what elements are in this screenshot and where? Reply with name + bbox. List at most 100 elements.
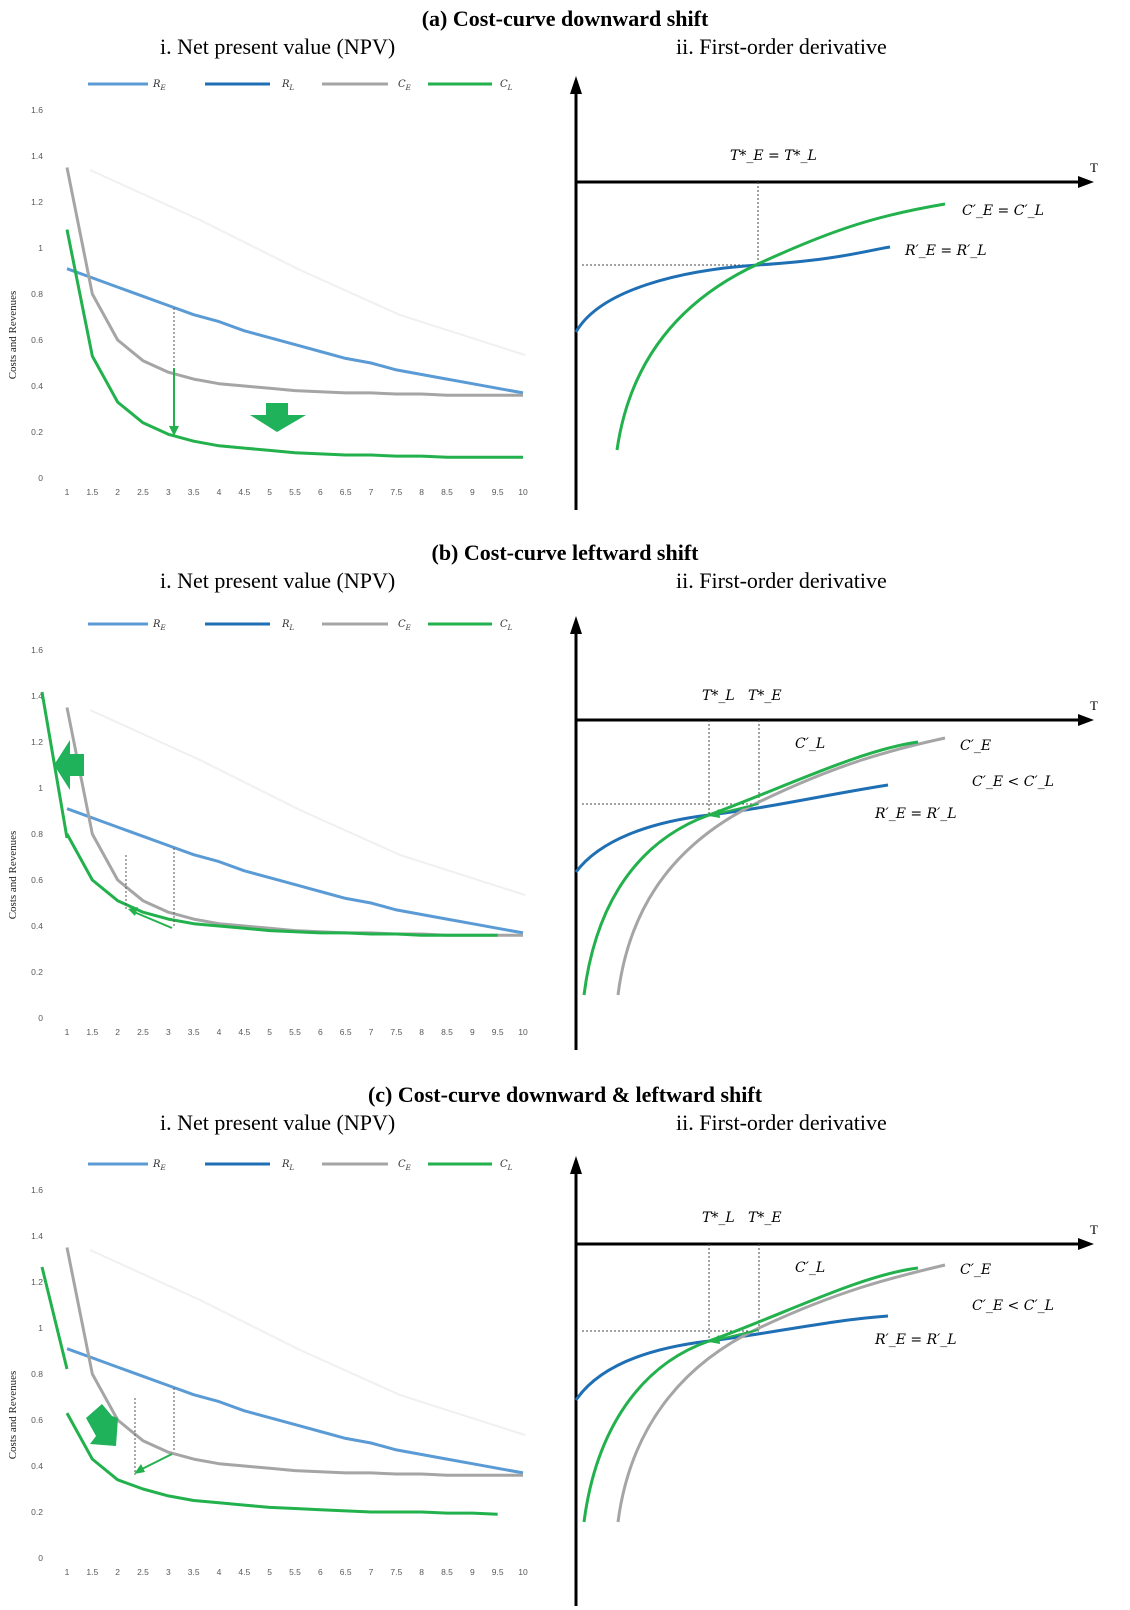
cost-late-label: C′_L [795,736,825,752]
x-axis-arrow [1078,176,1094,188]
x-tick-label: 4.5 [238,1567,250,1577]
derivative-chart-c: T T*_L T*_E C′_L C′_E C′_E < C′_L R′_E =… [570,1156,1098,1606]
cost-early-label: C′_E [960,738,991,754]
y-tick-label: 1.2 [31,197,43,207]
revenue-line [66,807,524,935]
x-tick-label: 6.5 [340,487,352,497]
x-tick-label: 3 [166,487,171,497]
x-tick-label: 5.5 [289,487,301,497]
x-tick-label: 10 [518,1027,528,1037]
x-tick-label: 7 [369,487,374,497]
x-tick-label: 1 [65,487,70,497]
t-axis-label: T [1090,160,1098,175]
x-tick-label: 2.5 [137,1567,149,1577]
x-tick-label: 9 [470,487,475,497]
y-tick-label: 1.6 [31,645,43,655]
x-tick-label: 1 [65,1027,70,1037]
cost-early-line [65,167,523,397]
shift-arrow-head [709,1335,720,1344]
y-tick-label: 0.4 [31,1461,43,1471]
panel-c-right-title: ii. First-order derivative [676,1110,887,1135]
x-tick-label: 9.5 [492,487,504,497]
shift-arrow-line [133,911,173,929]
x-tick-label: 7 [369,1027,374,1037]
x-tick-label: 9.5 [492,1567,504,1577]
y-tick-label: 0 [38,1013,43,1023]
y-tick-label: 0.8 [31,289,43,299]
y-tick-label: 1 [38,783,43,793]
cost-inequality-label: C′_E < C′_L [972,774,1054,790]
x-tick-label: 7.5 [390,1027,402,1037]
y-tick-label: 1.6 [31,1185,43,1195]
panel-a-right-title: ii. First-order derivative [676,34,887,59]
x-tick-label: 8 [419,487,424,497]
cost-late-derivative-curve [582,1266,919,1523]
x-tick-label: 9 [470,1027,475,1037]
y-axis-label: Costs and Revenues [7,291,19,380]
faint-revenue-line [89,709,526,896]
y-axis-arrow [570,616,582,634]
y-tick-label: 0 [38,1553,43,1563]
x-tick-label: 2.5 [137,487,149,497]
t-axis-label: T [1090,1222,1098,1237]
y-tick-label: 1.2 [31,737,43,747]
y-tick-label: 0.8 [31,829,43,839]
shift-arrow-line [715,803,759,815]
x-tick-label: 1 [65,1567,70,1577]
leftward-shift-arrow-icon [54,740,84,790]
x-tick-label: 6.5 [340,1027,352,1037]
x-tick-label: 6 [318,1567,323,1577]
x-tick-label: 6 [318,487,323,497]
y-tick-label: 0.8 [31,1369,43,1379]
shift-arrow-head [128,907,138,916]
x-tick-label: 10 [518,1567,528,1577]
x-axis-arrow [1078,1238,1094,1250]
x-tick-label: 3.5 [188,1027,200,1037]
cost-late-derivative-curve [582,740,919,996]
panel-b-title: (b) Cost-curve leftward shift [431,540,699,565]
x-tick-label: 7 [369,1567,374,1577]
x-tick-label: 4 [217,1567,222,1577]
panel-a-title: (a) Cost-curve downward shift [421,6,709,31]
x-tick-label: 1.5 [86,487,98,497]
shift-arrow-head [134,1464,145,1474]
y-tick-label: 0.2 [31,967,43,977]
derivative-chart-b: T T*_L T*_E C′_L C′_E C′_E < C′_L R′_E =… [570,616,1098,1050]
panel-c-title: (c) Cost-curve downward & leftward shift [367,1082,763,1107]
revenue-line [66,1347,524,1475]
t-star-late-label: T*_L [702,1210,735,1226]
x-tick-label: 8.5 [441,1027,453,1037]
t-star-label: T*_E = T*_L [730,148,817,164]
revenue-derivative-label: R′_E = R′_L [874,806,957,822]
npv-chart-a: RE RL CE CL Costs and Revenues 0 0.2 0.4 0.… [7,79,528,497]
x-tick-label: 3.5 [188,487,200,497]
cost-early-derivative-curve [616,736,946,996]
x-tick-label: 7.5 [390,487,402,497]
cost-late-line [65,229,523,459]
cost-late-leading-segment [40,1266,69,1370]
x-tick-label: 4.5 [238,1027,250,1037]
npv-chart-c: RE RL CE CL Costs and Revenues 00.20.40.… [7,1159,528,1577]
revenue-derivative-label: R′_E = R′_L [874,1332,957,1348]
x-tick-label: 5 [267,1027,272,1037]
x-tick-label: 8.5 [441,487,453,497]
panel-c-left-title: i. Net present value (NPV) [160,1110,396,1135]
revenue-line [66,267,524,395]
y-tick-label: 0.4 [31,381,43,391]
cost-derivative-label: C′_E = C′_L [962,203,1044,219]
x-tick-label: 2 [115,487,120,497]
x-tick-label: 5.5 [289,1027,301,1037]
y-tick-label: 0.6 [31,335,43,345]
x-tick-label: 4 [217,487,222,497]
legend: RE RL CE CL [88,79,513,92]
x-tick-label: 5 [267,487,272,497]
y-tick-label: 0.2 [31,1507,43,1517]
x-tick-label: 4.5 [238,487,250,497]
npv-chart-b: RE RL CE CL Costs and Revenues 00.20.40.… [7,619,528,1037]
x-tick-label: 5.5 [289,1567,301,1577]
revenue-derivative-curve [574,245,891,333]
shift-arrow-line [139,1453,173,1471]
shift-arrow-head [169,426,179,436]
y-tick-label: 1.2 [31,1277,43,1287]
revenue-derivative-curve [574,783,889,873]
